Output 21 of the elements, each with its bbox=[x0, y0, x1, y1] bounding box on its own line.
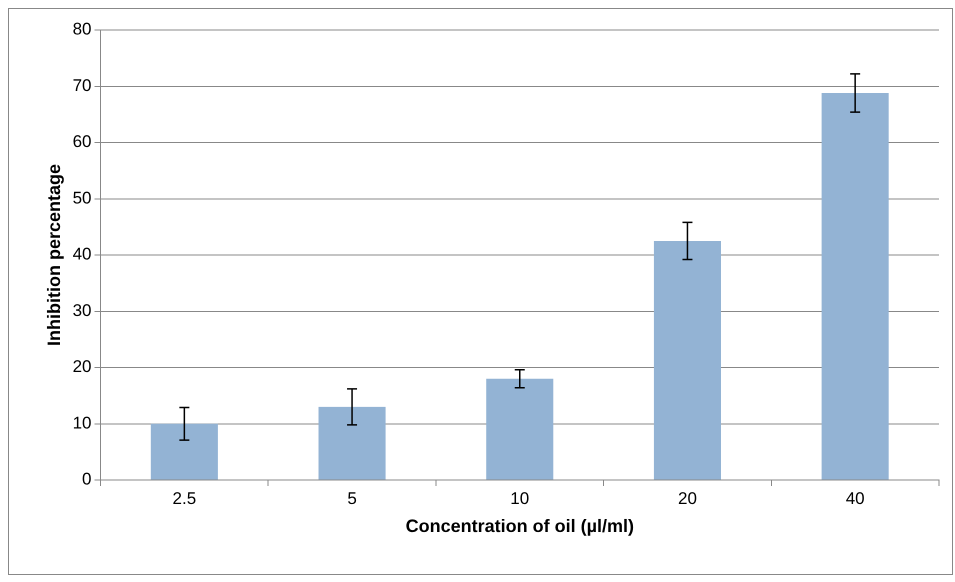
bar bbox=[486, 378, 554, 480]
y-axis-title: Inhibition percentage bbox=[44, 164, 64, 346]
y-tick-label: 60 bbox=[72, 132, 92, 152]
bar bbox=[822, 93, 889, 480]
y-tick-label: 0 bbox=[82, 470, 92, 489]
x-tick-label: 5 bbox=[347, 488, 357, 508]
bar bbox=[318, 406, 386, 480]
x-tick-label: 10 bbox=[510, 488, 530, 508]
bar bbox=[654, 240, 721, 480]
x-tick-label: 40 bbox=[846, 488, 865, 508]
x-axis-title: Concentration of oil (µl/ml) bbox=[406, 516, 634, 536]
y-tick-label: 40 bbox=[72, 244, 92, 264]
y-tick-label: 10 bbox=[72, 413, 92, 432]
bar bbox=[150, 424, 218, 480]
y-tick-label: 80 bbox=[72, 20, 92, 39]
x-tick-label: 20 bbox=[678, 488, 697, 508]
x-tick-label: 2.5 bbox=[172, 488, 196, 508]
y-tick-label: 30 bbox=[72, 300, 92, 320]
y-tick-label: 50 bbox=[72, 188, 92, 208]
y-tick-label: 70 bbox=[72, 76, 92, 95]
y-tick-label: 20 bbox=[72, 357, 92, 376]
